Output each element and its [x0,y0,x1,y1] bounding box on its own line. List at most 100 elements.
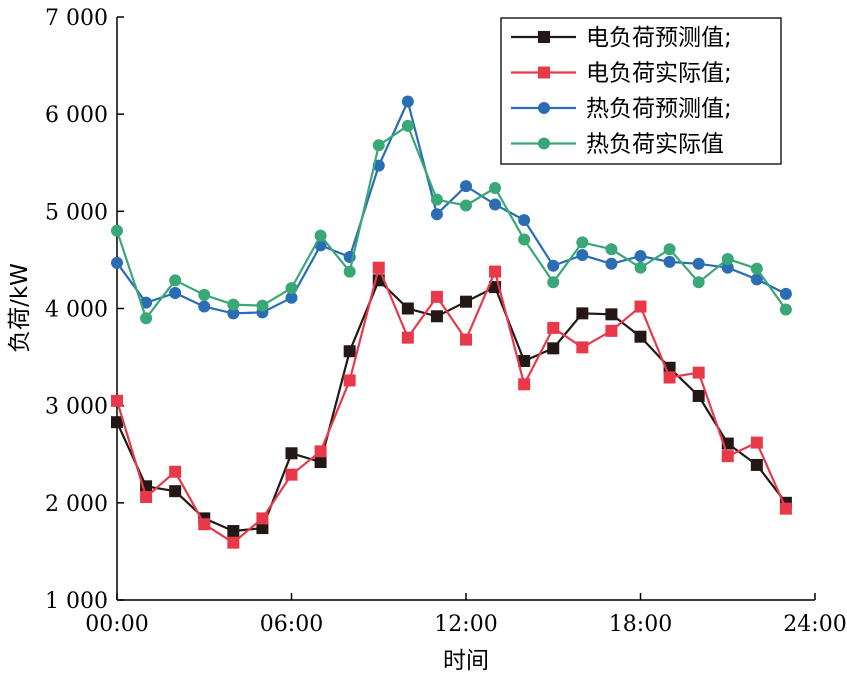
y-tick-label: 7 000 [45,6,108,31]
data-point [605,324,618,337]
data-point [401,95,414,108]
data-point [721,450,734,463]
data-point [460,333,472,346]
data-point [489,198,502,211]
data-point [169,485,182,498]
y-tick-label: 4 000 [45,298,108,323]
data-point [518,354,531,367]
legend-label: 电负荷实际值; [586,61,732,87]
data-point [750,273,763,286]
legend-marker [538,66,550,79]
data-point [140,312,153,325]
x-tick-label: 06:00 [260,612,323,637]
data-point [460,199,472,212]
data-point [343,374,356,387]
series-1 [111,274,792,538]
axes: 1 000 2 000 3 000 4 000 5 000 6 000 7 000 00:00… [45,6,847,637]
data-point [576,236,589,249]
data-point [169,274,182,287]
data-point [430,193,443,206]
data-point [285,282,298,295]
data-point [547,259,560,272]
y-axis-title: 负荷/kW [7,263,33,353]
data-point [547,342,560,355]
data-point [547,276,560,289]
data-point [256,512,269,525]
data-point [198,300,211,313]
data-point [692,366,705,379]
data-point [576,341,589,354]
series-2 [111,261,792,549]
x-tick-label: 24:00 [783,612,846,637]
y-tick-label: 3 000 [45,395,108,420]
data-point [518,378,531,391]
data-point [256,522,269,535]
legend-item: 热负荷预测值; [511,96,732,122]
data-point [692,276,705,289]
data-point [547,321,560,334]
data-point [401,119,414,132]
data-point [111,256,123,269]
data-point [198,518,211,531]
data-point [401,331,414,344]
series-layer [111,95,792,549]
data-point [489,265,502,278]
data-point [518,233,531,246]
data-point [692,389,705,402]
legend-item: 电负荷预测值; [511,25,732,51]
data-point [111,394,123,407]
data-point [489,182,502,195]
data-point [721,252,734,265]
data-point [372,261,385,274]
data-point [605,308,618,321]
legend-label: 热负荷预测值; [586,96,732,122]
data-point [750,436,763,449]
data-point [663,243,676,256]
data-point [285,468,298,481]
data-point [663,255,676,268]
data-point [663,371,676,384]
data-point [372,139,385,152]
data-point [256,299,269,312]
legend-item: 电负荷实际值; [511,61,732,87]
y-tick-label: 1 000 [45,589,108,614]
data-point [227,298,240,311]
legend-marker [538,31,550,43]
data-point [576,249,589,262]
data-point [285,447,298,460]
data-point [198,288,211,301]
data-point [634,250,647,263]
data-point [518,214,531,227]
legend-marker [538,137,550,150]
data-point [779,303,792,316]
y-tick-label: 6 000 [45,103,108,128]
legend-label: 热负荷实际值 [586,132,724,158]
data-point [227,525,240,538]
data-point [634,261,647,274]
data-point [111,224,123,237]
data-point [460,295,472,308]
data-point [430,310,443,323]
data-point [343,265,356,278]
data-point [634,330,647,343]
y-tick-label: 5 000 [45,200,108,225]
data-point [750,262,763,275]
data-point [721,261,734,274]
data-point [401,302,414,315]
data-point [692,257,705,270]
data-point [750,458,763,471]
y-tick-label: 2 000 [45,492,108,517]
legend-marker [538,102,550,114]
legend: 电负荷预测值; 电负荷实际值; 热负荷预测值; 热负荷实际值 [500,17,782,165]
data-point [169,465,182,478]
data-point [779,287,792,300]
data-point [227,307,240,320]
series-4 [111,119,792,325]
data-point [576,307,589,320]
data-point [314,229,327,242]
data-point [634,300,647,313]
data-point [285,291,298,304]
data-point [140,491,153,504]
legend-label: 电负荷预测值; [586,25,732,51]
